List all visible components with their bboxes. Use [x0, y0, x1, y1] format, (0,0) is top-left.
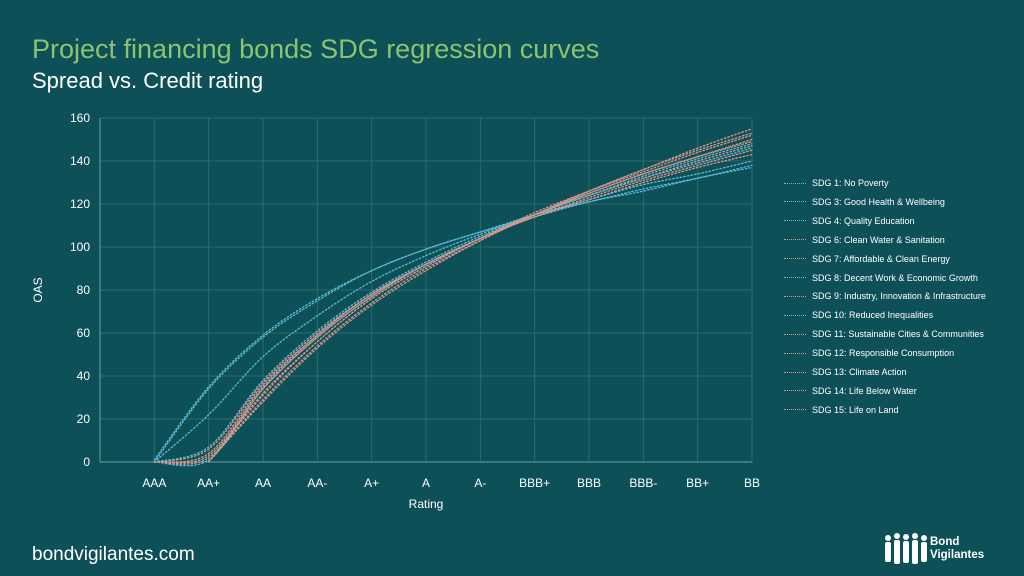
legend-item: SDG 13: Climate Action: [784, 365, 907, 379]
legend-item: SDG 14: Life Below Water: [784, 384, 917, 398]
legend-swatch: [784, 333, 806, 335]
legend-item: SDG 8: Decent Work & Economic Growth: [784, 271, 978, 285]
legend-item: SDG 6: Clean Water & Sanitation: [784, 233, 945, 247]
x-tick-label: AA-: [307, 476, 327, 490]
x-tick-label: BBB: [577, 476, 601, 490]
legend-swatch: [784, 371, 806, 373]
legend-label: SDG 1: No Poverty: [812, 178, 889, 188]
series-line-11: [208, 134, 753, 463]
x-tick-label: BBB-: [629, 476, 657, 490]
series-line-13: [208, 128, 753, 463]
legend-label: SDG 12: Responsible Consumption: [812, 348, 955, 359]
logo-text-line2: Vigilantes: [930, 549, 985, 561]
x-tick-label: A: [422, 476, 430, 490]
legend-swatch: [784, 182, 806, 184]
series-line-3: [153, 160, 753, 463]
x-axis-title: Rating: [409, 497, 444, 511]
x-tick-label: AAA: [142, 476, 166, 490]
y-tick-label: 60: [77, 326, 91, 340]
legend-swatch: [784, 201, 806, 203]
series-line-9: [153, 141, 753, 465]
y-tick-label: 40: [77, 369, 91, 383]
chart-subtitle: Spread vs. Credit rating: [32, 68, 264, 93]
x-tick-label: A-: [474, 476, 486, 490]
legend-swatch: [784, 220, 806, 222]
logo-text-line1: Bond: [930, 536, 960, 548]
legend-item: SDG 1: No Poverty: [784, 176, 889, 190]
x-tick-label: BB: [744, 476, 760, 490]
y-tick-label: 0: [83, 455, 90, 469]
x-tick-label: AA: [255, 476, 271, 490]
logo-text: Bond Vigilantes: [930, 536, 984, 562]
legend-swatch: [784, 239, 806, 241]
legend-label: SDG 8: Decent Work & Economic Growth: [812, 272, 978, 283]
y-tick-label: 100: [70, 240, 90, 254]
x-tick-label: BBB+: [519, 476, 550, 490]
legend-label: SDG 14: Life Below Water: [812, 385, 917, 396]
bond-vigilantes-logo: [885, 533, 927, 564]
legend-item: SDG 11: Sustainable Cities & Communities: [784, 327, 984, 341]
legend-item: SDG 15: Life on Land: [784, 403, 899, 417]
legend-label: SDG 11: Sustainable Cities & Communities: [812, 329, 984, 340]
legend-label: SDG 10: Reduced Inequalities: [812, 310, 934, 321]
legend-item: SDG 7: Affordable & Clean Energy: [784, 252, 950, 266]
legend-swatch: [784, 352, 806, 354]
legend-swatch: [784, 295, 806, 297]
y-tick-label: 140: [70, 154, 90, 168]
legend-label: SDG 4: Quality Education: [812, 215, 915, 226]
x-tick-label: BB+: [686, 476, 709, 490]
y-axis-title: OAS: [31, 277, 45, 302]
legend-item: SDG 10: Reduced Inequalities: [784, 308, 933, 322]
legend-label: SDG 7: Affordable & Clean Energy: [812, 253, 950, 264]
y-tick-label: 20: [77, 412, 91, 426]
series-line-1: [153, 166, 753, 461]
legend-item: SDG 4: Quality Education: [784, 214, 915, 228]
series-line-2: [153, 164, 753, 463]
legend-item: SDG 12: Responsible Consumption: [784, 346, 954, 360]
footer-site[interactable]: bondvigilantes.com: [32, 544, 195, 565]
legend-label: SDG 13: Climate Action: [812, 367, 907, 377]
legend-swatch: [784, 258, 806, 260]
x-tick-label: A+: [364, 476, 379, 490]
legend-swatch: [784, 409, 806, 411]
legend-item: SDG 9: Industry, Innovation & Infrastruc…: [784, 289, 986, 303]
legend-label: SDG 15: Life on Land: [812, 404, 899, 415]
legend-swatch: [784, 277, 806, 278]
legend-item: SDG 3: Good Health & Wellbeing: [784, 195, 945, 209]
y-tick-label: 120: [70, 197, 90, 211]
legend-label: SDG 9: Industry, Innovation & Infrastruc…: [812, 291, 986, 302]
y-tick-label: 80: [77, 283, 91, 297]
legend-swatch: [784, 314, 806, 316]
y-tick-label: 160: [70, 111, 90, 125]
chart-title: Project financing bonds SDG regression c…: [32, 34, 600, 64]
legend-label: SDG 6: Clean Water & Sanitation: [812, 234, 945, 245]
legend-label: SDG 3: Good Health & Wellbeing: [812, 196, 945, 207]
x-tick-label: AA+: [197, 476, 220, 490]
legend-swatch: [784, 390, 806, 392]
